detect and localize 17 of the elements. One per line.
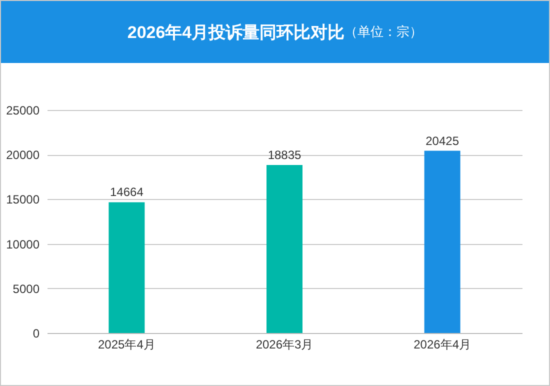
data-label: 20425	[426, 134, 460, 148]
data-label: 14664	[110, 185, 144, 200]
y-tick-label: 0	[32, 326, 40, 340]
y-tick-label: 5000	[12, 282, 40, 296]
chart-subtitle: （单位：宗）	[344, 23, 423, 41]
x-tick-label: 2025年4月	[98, 338, 156, 352]
bar	[266, 164, 302, 333]
bar	[108, 202, 145, 333]
y-tick-label: 20000	[6, 148, 40, 162]
y-tick-label: 25000	[6, 104, 40, 118]
bar	[424, 150, 460, 333]
chart-title: 2026年4月投诉量同环比对比	[127, 22, 345, 44]
data-label: 18835	[268, 148, 302, 162]
x-tick-label: 2026年3月	[256, 338, 314, 352]
y-tick-label: 10000	[6, 237, 40, 252]
y-tick-label: 15000	[6, 192, 40, 207]
x-tick-label: 2026年4月	[414, 338, 471, 352]
